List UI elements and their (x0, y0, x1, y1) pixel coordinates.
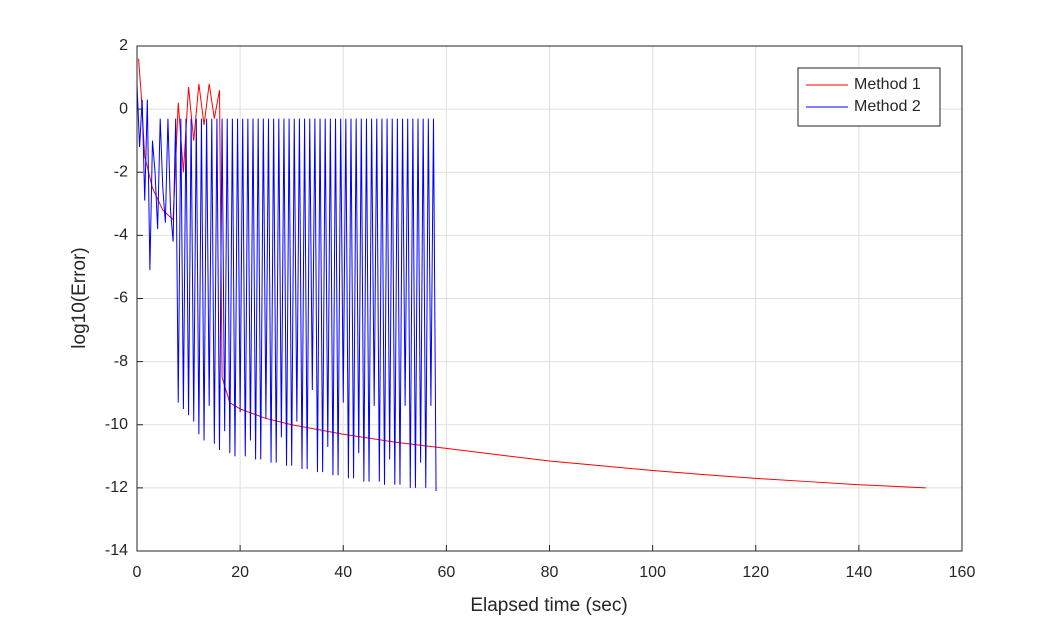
y-tick-label: -6 (114, 290, 128, 307)
x-tick-label: 60 (437, 564, 455, 581)
y-tick-label: 2 (119, 37, 128, 54)
x-tick-label: 160 (949, 564, 976, 581)
x-tick-label: 140 (846, 564, 873, 581)
y-tick-label: -14 (105, 542, 128, 559)
x-tick-label: 20 (231, 564, 249, 581)
x-tick-label: 40 (334, 564, 352, 581)
legend-box (797, 67, 941, 127)
legend-label: Method 2 (854, 98, 921, 115)
legend: Method 1 Method 2 (797, 67, 941, 127)
legend-label: Method 1 (854, 76, 921, 93)
y-tick-label: 0 (119, 100, 128, 117)
x-axis-label: Elapsed time (sec) (470, 595, 627, 616)
x-tick-label: 80 (541, 564, 559, 581)
y-tick-label: -4 (114, 227, 128, 244)
y-tick-label: -10 (105, 416, 128, 433)
y-axis-label: log10(Error) (69, 247, 90, 348)
y-tick-label: -12 (105, 479, 128, 496)
y-tick-label: -8 (114, 353, 128, 370)
x-tick-label: 0 (133, 564, 142, 581)
series-line (136, 83, 437, 492)
x-tick-label: 100 (639, 564, 666, 581)
axes-box (136, 45, 963, 552)
y-tick-label: -2 (114, 163, 128, 180)
x-tick-label: 120 (742, 564, 769, 581)
